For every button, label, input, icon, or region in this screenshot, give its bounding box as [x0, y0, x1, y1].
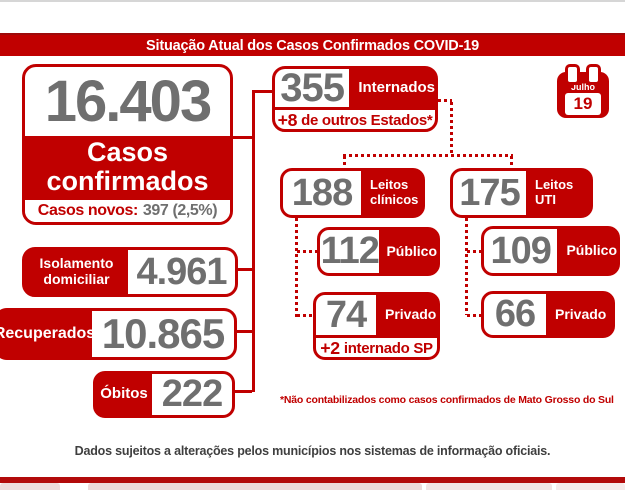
connector-bracket-vertical	[252, 90, 255, 392]
calendar-icon: Julho 19	[557, 64, 609, 118]
clinical-public-box: 112 Público	[317, 227, 440, 276]
connector-dotted-hospitalized-out	[438, 99, 452, 102]
icu-public-label: Público	[557, 229, 617, 273]
footnote: *Não contabilizados como casos confirmad…	[280, 394, 614, 406]
clinical-public-label: Público	[379, 230, 437, 273]
connector-to-confirmed	[232, 136, 252, 139]
bottom-strip-segment	[556, 483, 625, 490]
connector-dotted-clinical-public	[297, 250, 317, 253]
icu-private-label: Privado	[546, 294, 612, 335]
icu-private-box: 66 Privado	[481, 291, 615, 338]
connector-to-deaths	[234, 390, 252, 393]
confirmed-cases-value: 16.403	[44, 69, 212, 134]
deaths-value: 222	[152, 374, 232, 415]
bottom-bar	[0, 477, 625, 483]
bottom-strip-segment	[88, 483, 422, 490]
connector-dotted-drop-icu	[510, 156, 513, 169]
calendar-ring-right-icon	[586, 64, 601, 85]
connector-to-recovered	[236, 330, 252, 333]
clinical-private-value: 74	[316, 295, 376, 336]
connector-dotted-drop-clinical	[343, 156, 346, 169]
icu-beds-box: 175 Leitos UTI	[450, 168, 593, 218]
icu-beds-label: Leitos UTI	[526, 171, 590, 215]
new-cases-strip: Casos novos: 397 (2,5%)	[25, 197, 230, 222]
calendar-month: Julho	[571, 82, 595, 92]
icu-public-box: 109 Público	[481, 226, 620, 276]
clinical-private-extra: +2 internado SP	[316, 335, 437, 357]
clinical-beds-value: 188	[283, 171, 361, 215]
header-bar: Situação Atual dos Casos Confirmados COV…	[0, 33, 625, 56]
hospitalized-box: 355 Internados +8 de outros Estados*	[272, 66, 438, 132]
connector-dotted-icu-public	[467, 250, 481, 253]
connector-to-hospitalized	[254, 90, 272, 93]
new-cases-value: 397 (2,5%)	[142, 202, 218, 219]
icu-private-value: 66	[484, 294, 546, 335]
clinical-beds-label: Leitos clínicos	[361, 171, 422, 215]
isolation-box: Isolamento domiciliar 4.961	[22, 247, 238, 297]
connector-to-isolation	[237, 268, 252, 271]
bottom-strip-segment	[0, 483, 60, 490]
hospitalized-label: Internados	[349, 69, 435, 107]
isolation-value: 4.961	[128, 250, 235, 294]
connector-dotted-hospitalized-down	[450, 102, 453, 155]
new-cases-label: Casos novos:	[37, 202, 139, 219]
connector-dotted-clinical-vertical	[295, 218, 298, 317]
isolation-label: Isolamento domiciliar	[25, 250, 128, 294]
clinical-private-label: Privado	[376, 295, 437, 335]
calendar-ring-left-icon	[565, 64, 580, 85]
confirmed-cases-box: 16.403 Casos confirmados Casos novos: 39…	[22, 64, 233, 225]
clinical-beds-box: 188 Leitos clínicos	[280, 168, 425, 218]
hospitalized-value: 355	[275, 69, 350, 110]
clinical-public-value: 112	[320, 230, 380, 273]
hospitalized-extra: +8 de outros Estados*	[275, 107, 435, 129]
recovered-label: Recuperados	[0, 311, 95, 357]
connector-dotted-icu-vertical	[465, 218, 468, 315]
icu-public-value: 109	[484, 229, 558, 273]
deaths-box: Óbitos 222	[93, 371, 235, 418]
icu-beds-value: 175	[453, 171, 526, 215]
bottom-strip-segment	[426, 483, 552, 490]
connector-dotted-clinical-private	[297, 314, 313, 317]
recovered-value: 10.865	[92, 311, 234, 357]
top-hairline	[0, 0, 625, 2]
clinical-private-box: 74 Privado +2 internado SP	[313, 292, 440, 360]
connector-dotted-icu-private	[467, 314, 481, 317]
confirmed-cases-label: Casos confirmados	[25, 136, 230, 197]
recovered-box: Recuperados 10.865	[0, 308, 237, 360]
calendar-day: 19	[565, 93, 601, 115]
connector-dotted-split	[343, 154, 513, 157]
footer-note: Dados sujeitos a alterações pelos municí…	[74, 444, 551, 458]
deaths-label: Óbitos	[96, 374, 152, 415]
page-title: Situação Atual dos Casos Confirmados COV…	[146, 37, 479, 54]
